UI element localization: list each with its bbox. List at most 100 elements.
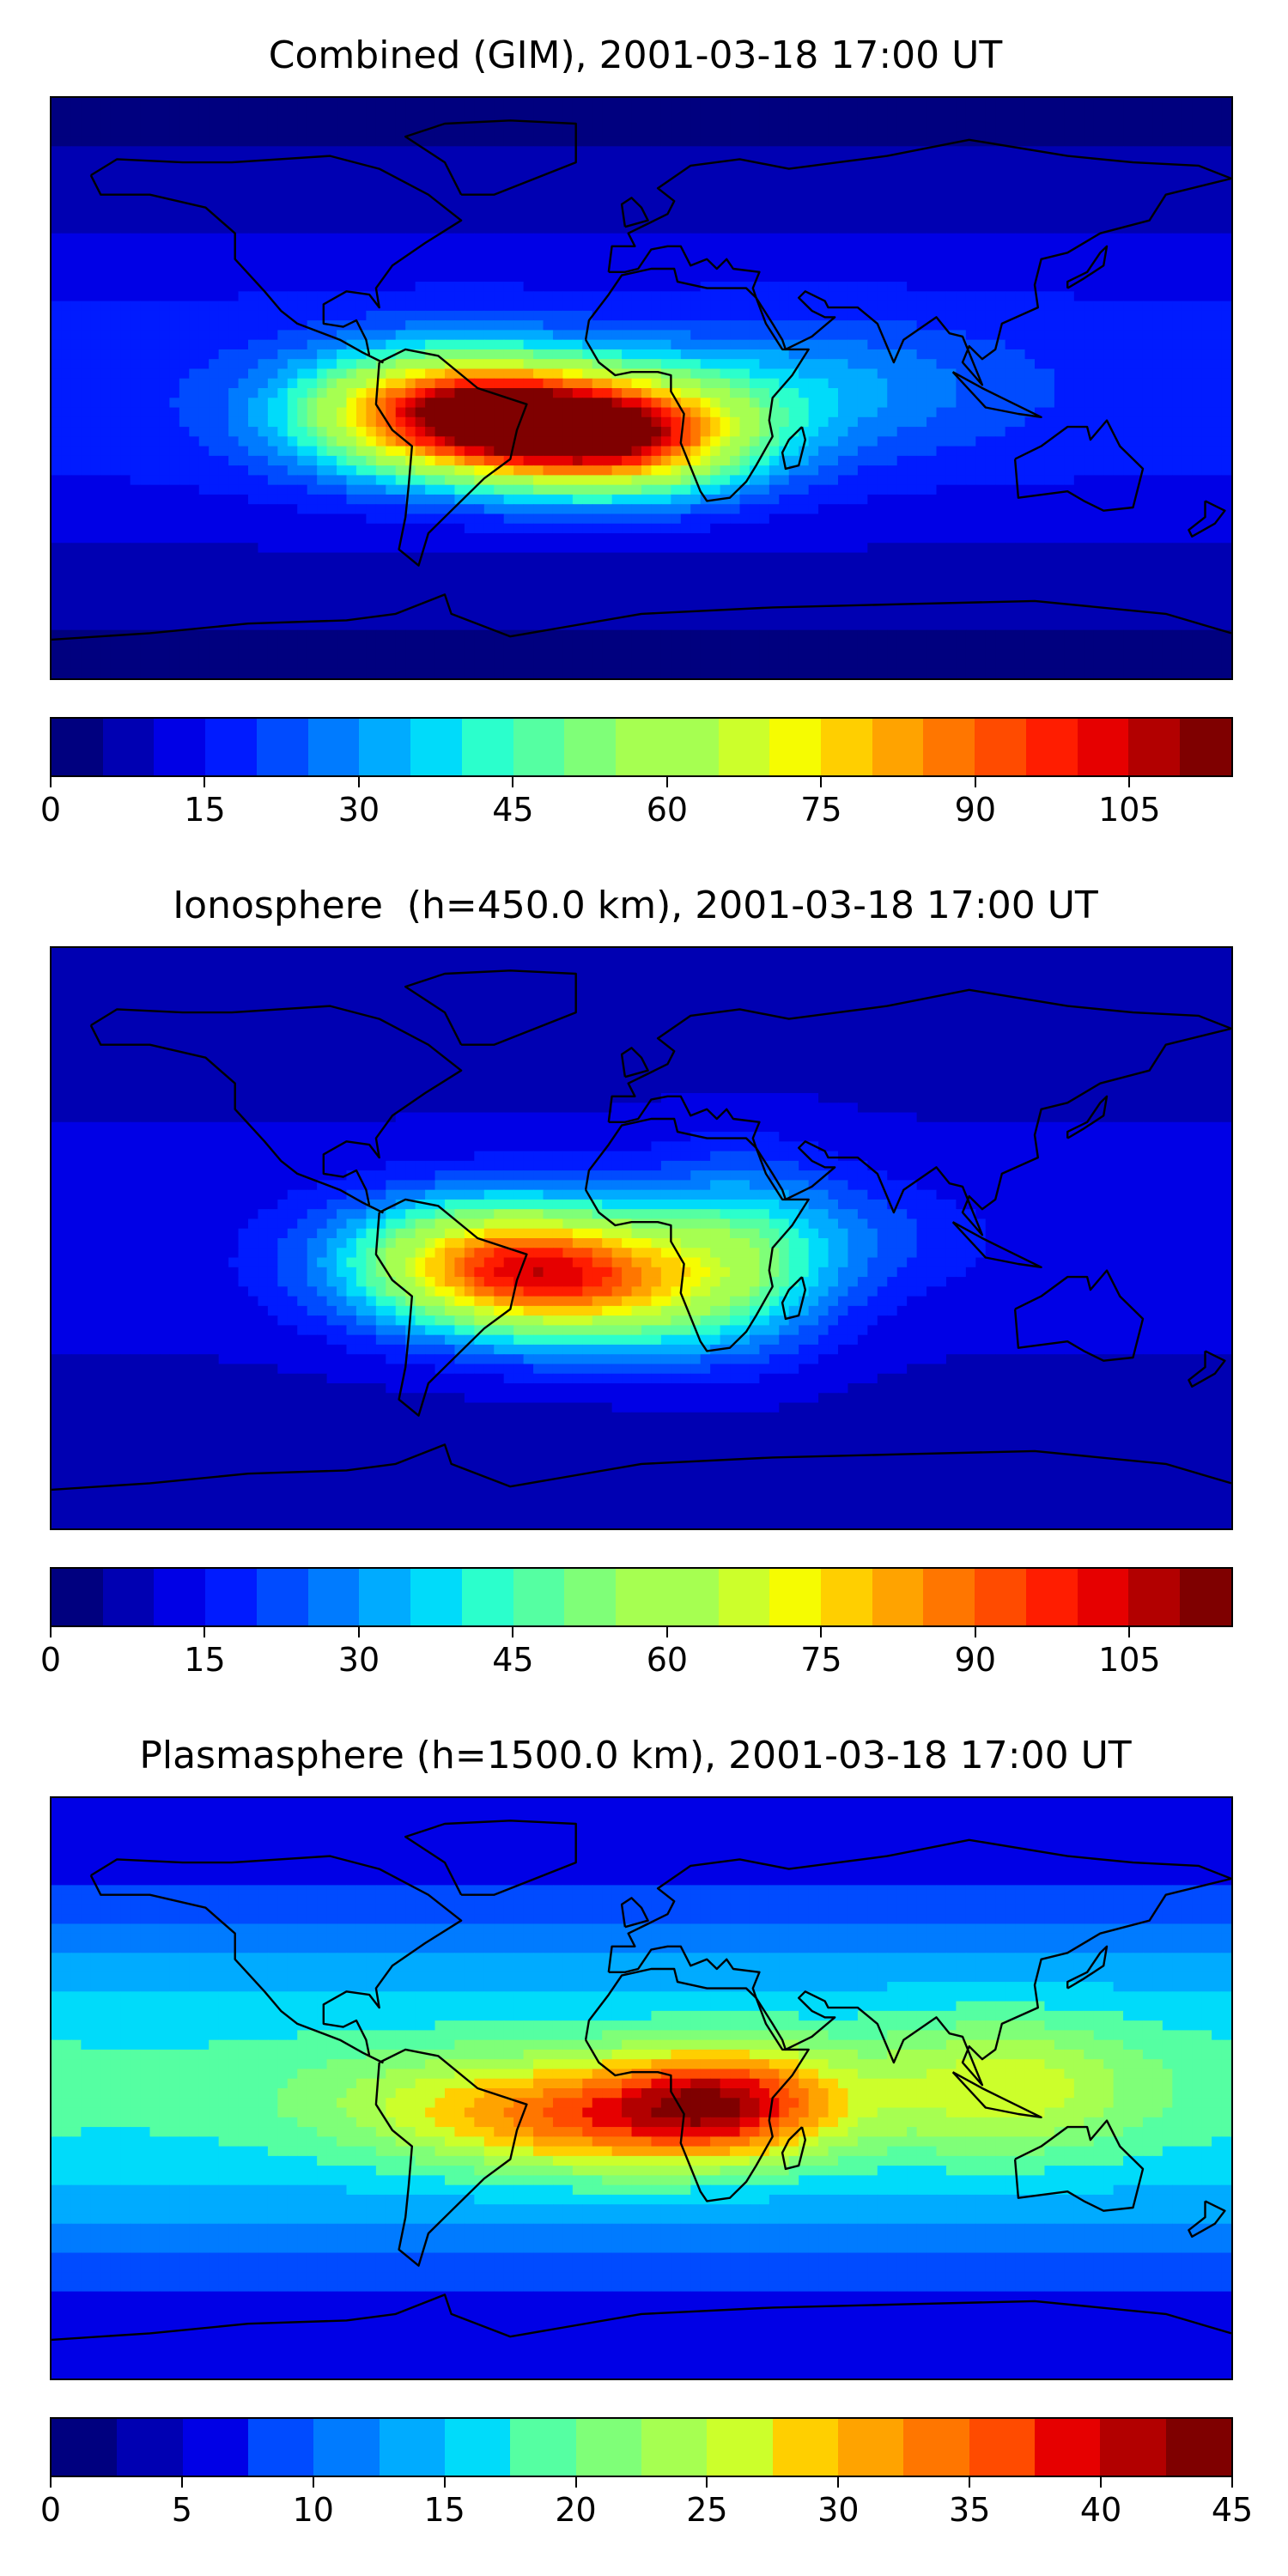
heatmap-cell [346, 349, 357, 360]
heatmap-cell [81, 146, 92, 157]
heatmap-cell [179, 388, 190, 398]
heatmap-cell [700, 330, 711, 341]
heatmap-cell [730, 359, 741, 370]
heatmap-cell [671, 223, 682, 234]
heatmap-cell [838, 243, 849, 253]
heatmap-cell [975, 436, 987, 447]
heatmap-cell [258, 310, 269, 321]
heatmap-cell [1162, 388, 1173, 398]
heatmap-cell [267, 165, 278, 176]
heatmap-cell [169, 368, 180, 380]
heatmap-cell [297, 359, 308, 370]
heatmap-cell [248, 436, 259, 447]
heatmap-cell [130, 98, 141, 108]
heatmap-cell [228, 271, 240, 283]
heatmap-cell [788, 475, 799, 486]
heatmap-cell [1073, 436, 1084, 447]
heatmap-cell [277, 368, 289, 380]
heatmap-cell [1084, 126, 1095, 137]
heatmap-cell [218, 484, 229, 495]
heatmap-cell [1201, 368, 1212, 380]
heatmap-cell [267, 117, 278, 128]
heatmap-cell [927, 388, 938, 398]
heatmap-cell [1201, 310, 1212, 321]
heatmap-cell [1212, 446, 1223, 457]
heatmap-cell [179, 146, 190, 157]
heatmap-cell [248, 214, 259, 225]
heatmap-cell [995, 282, 1006, 292]
heatmap-cell [287, 465, 298, 476]
heatmap-cell [110, 98, 121, 108]
heatmap-cell [730, 465, 741, 476]
heatmap-cell [1221, 349, 1231, 360]
heatmap-cell [307, 465, 318, 476]
heatmap-cell [189, 175, 200, 185]
heatmap-cell [326, 126, 337, 137]
heatmap-cell [189, 301, 200, 312]
heatmap-cell [1212, 378, 1223, 389]
heatmap-cell [346, 117, 357, 128]
heatmap-cell [90, 436, 101, 447]
heatmap-cell [769, 291, 780, 302]
heatmap-cell [405, 243, 416, 253]
heatmap-cell [395, 146, 406, 157]
heatmap-cell [651, 494, 662, 505]
heatmap-cell [749, 252, 760, 264]
heatmap-cell [130, 271, 141, 283]
heatmap-cell [503, 107, 514, 118]
heatmap-cell [110, 349, 121, 360]
heatmap-cell [464, 455, 475, 466]
heatmap-cell [474, 349, 485, 360]
heatmap-cell [395, 155, 406, 167]
heatmap-cell [375, 262, 386, 273]
heatmap-cell [582, 416, 593, 428]
heatmap-cell [1182, 165, 1193, 176]
heatmap-cell [454, 359, 465, 370]
heatmap-cell [434, 475, 446, 486]
heatmap-cell [828, 233, 839, 244]
heatmap-cell [169, 359, 180, 370]
heatmap-cell [415, 214, 426, 225]
heatmap-cell [120, 446, 131, 457]
heatmap-cell [228, 407, 240, 418]
heatmap-cell [140, 233, 151, 244]
heatmap-cell [828, 330, 839, 341]
heatmap-cell [1084, 339, 1095, 350]
heatmap-cell [337, 98, 348, 108]
heatmap-cell [434, 291, 446, 302]
heatmap-cell [1201, 282, 1212, 292]
heatmap-cell [434, 117, 446, 128]
heatmap-cell [1133, 398, 1144, 409]
heatmap-cell [355, 398, 367, 409]
heatmap-cell [317, 339, 328, 350]
heatmap-cell [513, 330, 525, 341]
heatmap-cell [759, 185, 770, 196]
heatmap-cell [887, 252, 898, 264]
heatmap-cell [956, 368, 967, 380]
heatmap-cell [198, 262, 210, 273]
heatmap-cell [395, 359, 406, 370]
heatmap-cell [945, 407, 957, 418]
heatmap-cell [267, 291, 278, 302]
heatmap-cell [386, 137, 397, 147]
heatmap-cell [985, 427, 996, 437]
heatmap-cell [965, 339, 976, 350]
heatmap-cell [848, 368, 859, 380]
heatmap-cell [179, 407, 190, 418]
heatmap-cell [61, 194, 72, 205]
heatmap-cell [1192, 378, 1203, 389]
heatmap-cell [100, 484, 112, 495]
heatmap-cell [533, 484, 544, 495]
heatmap-cell [110, 204, 121, 215]
heatmap-cell [287, 310, 298, 321]
heatmap-cell [494, 475, 505, 486]
heatmap-cell [1084, 398, 1095, 409]
heatmap-cell [857, 233, 868, 244]
heatmap-cell [1044, 194, 1055, 205]
heatmap-cell [445, 146, 456, 157]
heatmap-cell [572, 446, 583, 457]
heatmap-cell [267, 262, 278, 273]
heatmap-cell [1192, 436, 1203, 447]
heatmap-cell [788, 282, 799, 292]
heatmap-cell [1064, 339, 1075, 350]
